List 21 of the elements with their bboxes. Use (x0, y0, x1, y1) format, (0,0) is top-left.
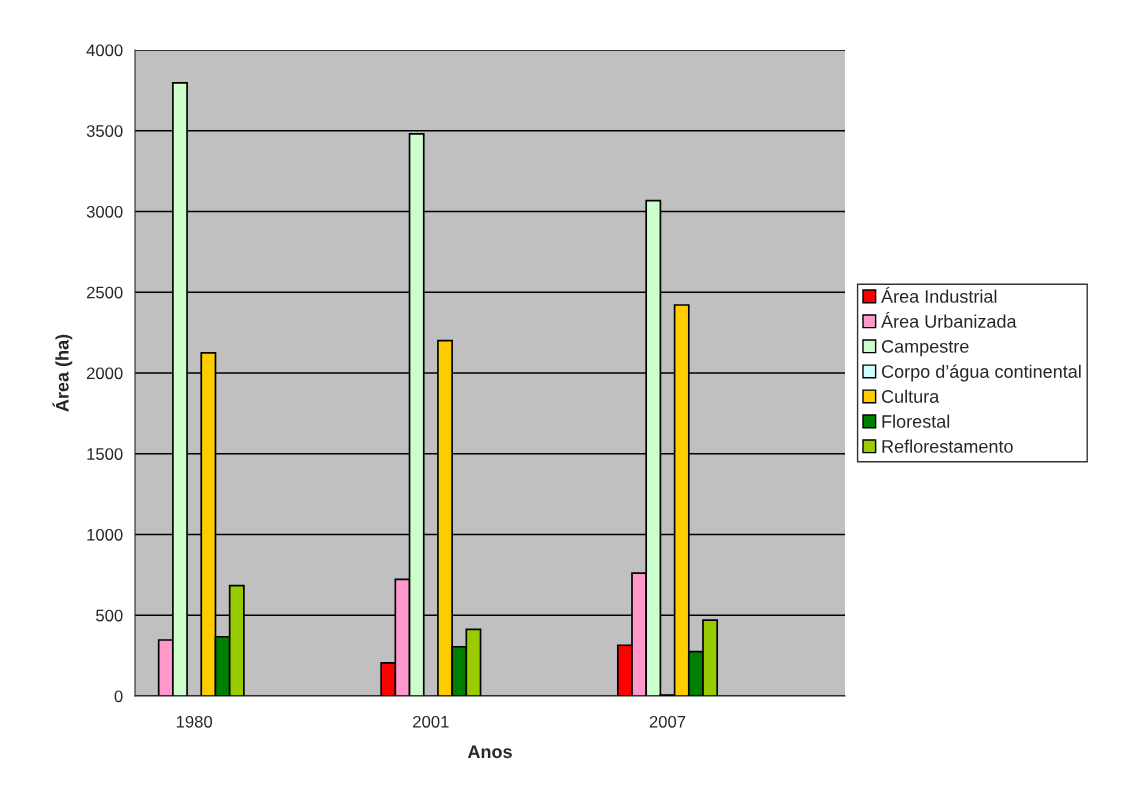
x-tick-label: 2001 (413, 715, 449, 728)
y-tick-label: 2000 (86, 367, 123, 380)
y-tick-label: 500 (96, 609, 123, 622)
x-tick-label: 2007 (649, 715, 686, 728)
y-tick-label: 1000 (87, 528, 123, 541)
legend-label: Área Industrial (881, 287, 997, 303)
legend-label: Florestal (882, 414, 950, 428)
y-tick-label: 0 (114, 690, 123, 703)
y-tick-label: 3500 (86, 125, 123, 137)
x-axis-title: Anos (467, 745, 512, 759)
x-tick-label: 1980 (176, 715, 213, 728)
y-tick-label: 1500 (87, 448, 123, 460)
y-tick-label: 2500 (86, 286, 123, 299)
legend-label: Área Urbanizada (881, 311, 1017, 328)
legend-label: Campestre (881, 340, 969, 357)
legend-label: Cultura (881, 389, 940, 403)
legend-label: Reflorestamento (882, 439, 1013, 453)
legend-label: Corpo d’água continental (881, 364, 1081, 382)
y-tick-label: 4000 (86, 44, 123, 57)
y-tick-label: 3000 (86, 205, 123, 218)
y-axis-title: Área (ha) (52, 334, 73, 412)
